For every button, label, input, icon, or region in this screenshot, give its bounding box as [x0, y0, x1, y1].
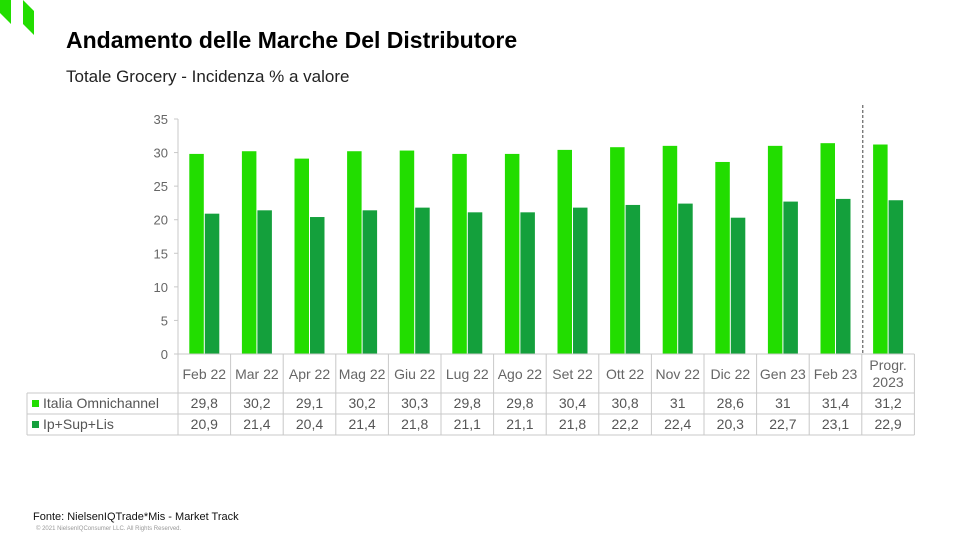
bar-italia-omnichannel [504, 153, 520, 354]
logo-stripe-left [0, 0, 11, 24]
data-label: 21,1 [506, 416, 533, 432]
bar-ip-sup-lis [678, 203, 693, 354]
data-label: 31 [670, 395, 686, 411]
x-tick-label: Ott 22 [606, 366, 644, 382]
bar-ip-sup-lis [257, 210, 272, 354]
data-label: 22,2 [611, 416, 638, 432]
bar-italia-omnichannel [557, 149, 572, 354]
bar-italia-omnichannel [610, 147, 625, 354]
data-label: 21,8 [559, 416, 586, 432]
x-tick-label: Apr 22 [289, 366, 330, 382]
y-tick-label: 10 [154, 280, 168, 295]
data-label: 20,4 [296, 416, 323, 432]
bar-ip-sup-lis [888, 200, 904, 354]
data-label: 23,1 [822, 416, 849, 432]
x-tick-label: Feb 23 [814, 366, 858, 382]
legend-label-italia-omnichannel: Italia Omnichannel [43, 395, 159, 411]
bar-italia-omnichannel [452, 153, 467, 354]
bar-italia-omnichannel [767, 145, 783, 354]
data-label: 30,4 [559, 395, 586, 411]
x-tick-label: Giu 22 [394, 366, 435, 382]
data-label: 21,8 [401, 416, 428, 432]
copyright-note: © 2021 NielsenIQConsumer LLC. All Rights… [36, 526, 182, 532]
data-label: 31 [775, 395, 791, 411]
x-tick-label: Feb 22 [183, 366, 227, 382]
bar-italia-omnichannel [820, 143, 835, 354]
page-subtitle: Totale Grocery - Incidenza % a valore [66, 67, 350, 86]
legend-swatch-italia-omnichannel [32, 400, 39, 407]
bar-italia-omnichannel [347, 151, 362, 354]
legend-swatch-ip-sup-lis [32, 421, 39, 428]
x-tick-label: Mag 22 [339, 366, 386, 382]
bar-ip-sup-lis [415, 207, 430, 354]
x-tick-label-line1: Progr. [869, 357, 906, 373]
page-title: Andamento delle Marche Del Distributore [66, 27, 518, 53]
bar-italia-omnichannel [241, 151, 257, 354]
bar-italia-omnichannel [294, 158, 309, 354]
data-label: 29,8 [506, 395, 533, 411]
bar-ip-sup-lis [467, 212, 483, 354]
bar-ip-sup-lis [204, 213, 220, 354]
legend-label-ip-sup-lis: Ip+Sup+Lis [43, 416, 114, 432]
bar-ip-sup-lis [836, 198, 851, 354]
data-label: 30,2 [348, 395, 375, 411]
nielseniq-logo [0, 0, 34, 35]
x-tick-label: Lug 22 [446, 366, 489, 382]
source-note: Fonte: NielsenIQTrade*Mis - Market Track [33, 511, 239, 523]
data-label: 21,4 [243, 416, 270, 432]
bar-italia-omnichannel [715, 161, 730, 354]
x-tick-label: Dic 22 [710, 366, 750, 382]
y-tick-label: 35 [154, 112, 168, 127]
bar-italia-omnichannel [662, 145, 678, 354]
y-tick-label: 0 [161, 347, 168, 362]
bar-ip-sup-lis [783, 201, 798, 354]
bar-ip-sup-lis [573, 207, 588, 354]
data-label: 29,1 [296, 395, 323, 411]
bar-ip-sup-lis [730, 217, 746, 354]
bar-ip-sup-lis [362, 210, 378, 354]
data-label: 22,4 [664, 416, 691, 432]
data-label: 28,6 [717, 395, 744, 411]
bar-italia-omnichannel [873, 144, 888, 354]
y-tick-label: 15 [154, 246, 168, 261]
bar-italia-omnichannel [189, 153, 204, 354]
data-label: 21,4 [348, 416, 375, 432]
bar-italia-omnichannel [399, 150, 415, 354]
bar-ip-sup-lis [520, 212, 535, 354]
y-tick-label: 25 [154, 179, 168, 194]
data-label: 22,7 [769, 416, 796, 432]
x-tick-label: Gen 23 [760, 366, 806, 382]
data-label: 21,1 [454, 416, 481, 432]
data-label: 31,4 [822, 395, 849, 411]
data-label: 20,3 [717, 416, 744, 432]
data-label: 29,8 [454, 395, 481, 411]
logo-stripe-right [23, 0, 34, 35]
data-label: 20,9 [191, 416, 218, 432]
data-label: 30,2 [243, 395, 270, 411]
y-tick-label: 20 [154, 213, 168, 228]
bar-ip-sup-lis [625, 204, 641, 354]
x-tick-label: Ago 22 [498, 366, 543, 382]
x-tick-label: Nov 22 [656, 366, 701, 382]
data-label: 30,8 [611, 395, 638, 411]
x-tick-label: Mar 22 [235, 366, 279, 382]
x-tick-label: Set 22 [552, 366, 593, 382]
data-label: 22,9 [874, 416, 901, 432]
data-label: 30,3 [401, 395, 428, 411]
y-tick-label: 5 [161, 313, 168, 328]
data-label: 29,8 [191, 395, 218, 411]
data-label: 31,2 [874, 395, 901, 411]
bar-ip-sup-lis [310, 217, 325, 354]
x-tick-label-line2: 2023 [873, 374, 904, 390]
y-tick-label: 30 [154, 146, 168, 161]
